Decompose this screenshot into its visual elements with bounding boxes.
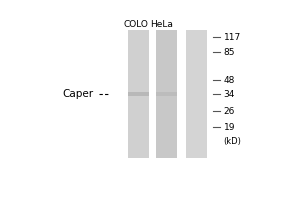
Bar	[128, 92, 149, 96]
Text: COLO: COLO	[124, 20, 149, 29]
Text: 26: 26	[224, 107, 235, 116]
Bar	[128, 30, 149, 158]
Text: HeLa: HeLa	[150, 20, 173, 29]
Bar	[156, 92, 177, 96]
Bar	[156, 30, 177, 158]
Text: 34: 34	[224, 90, 235, 99]
Text: 19: 19	[224, 123, 235, 132]
Bar	[186, 30, 207, 158]
Text: 48: 48	[224, 76, 235, 85]
Text: 85: 85	[224, 48, 235, 57]
Text: (kD): (kD)	[224, 137, 242, 146]
Text: Caper: Caper	[63, 89, 94, 99]
Text: 117: 117	[224, 33, 241, 42]
